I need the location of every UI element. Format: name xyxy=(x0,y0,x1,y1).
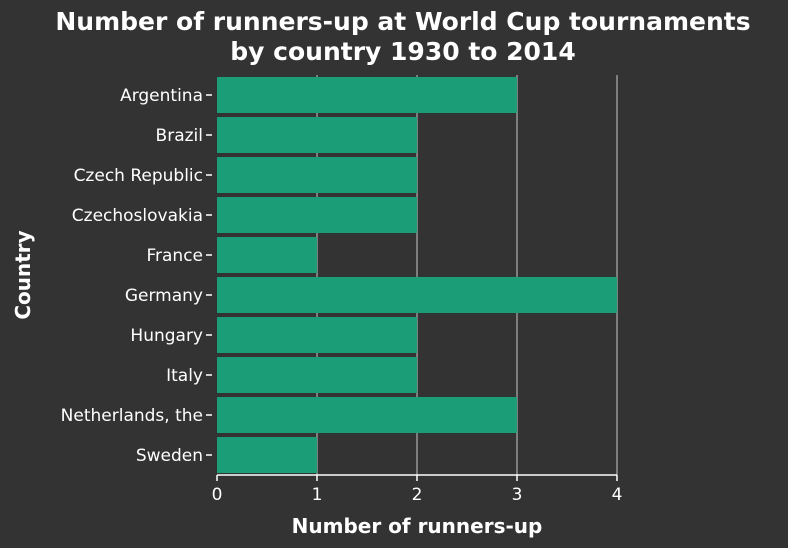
bar xyxy=(217,237,317,273)
bar xyxy=(217,277,617,313)
y-tick-label: Germany xyxy=(125,286,203,306)
bar xyxy=(217,397,517,433)
y-tick-label: Hungary xyxy=(130,326,203,346)
bar xyxy=(217,197,417,233)
bar xyxy=(217,317,417,353)
y-tick-label: Netherlands, the xyxy=(61,406,203,426)
x-axis-label: Number of runners-up xyxy=(292,514,543,538)
bar xyxy=(217,437,317,473)
y-tick-label: France xyxy=(146,246,203,266)
x-tick-label: 0 xyxy=(212,485,223,505)
bar xyxy=(217,357,417,393)
y-tick-label: Brazil xyxy=(156,126,203,146)
bar xyxy=(217,157,417,193)
y-tick-label: Argentina xyxy=(120,86,203,106)
chart-title-line-2: by country 1930 to 2014 xyxy=(230,37,575,66)
bars xyxy=(217,77,617,473)
bar xyxy=(217,77,517,113)
y-axis-label: Country xyxy=(11,230,35,319)
x-tick-label: 4 xyxy=(612,485,623,505)
chart-title-line-1: Number of runners-up at World Cup tourna… xyxy=(55,7,750,36)
y-tick-label: Czech Republic xyxy=(74,166,203,186)
axes: Argentina Brazil Czech Republic Czechoslova… xyxy=(61,86,623,505)
x-tick-label: 2 xyxy=(412,485,423,505)
x-tick-label: 1 xyxy=(312,485,323,505)
y-tick-label: Czechoslovakia xyxy=(72,206,203,226)
y-tick-label: Sweden xyxy=(136,446,203,466)
bar xyxy=(217,117,417,153)
y-tick-label: Italy xyxy=(166,366,203,386)
x-tick-label: 3 xyxy=(512,485,523,505)
